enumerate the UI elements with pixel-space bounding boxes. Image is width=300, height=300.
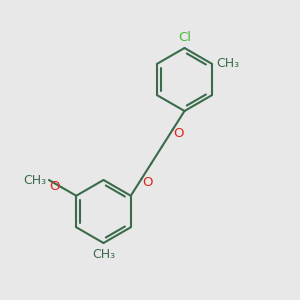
Text: O: O: [50, 180, 60, 193]
Text: O: O: [142, 176, 152, 189]
Text: CH₃: CH₃: [24, 173, 47, 187]
Text: CH₃: CH₃: [217, 57, 240, 70]
Text: O: O: [173, 127, 184, 140]
Text: Cl: Cl: [178, 31, 191, 44]
Text: CH₃: CH₃: [92, 248, 115, 261]
